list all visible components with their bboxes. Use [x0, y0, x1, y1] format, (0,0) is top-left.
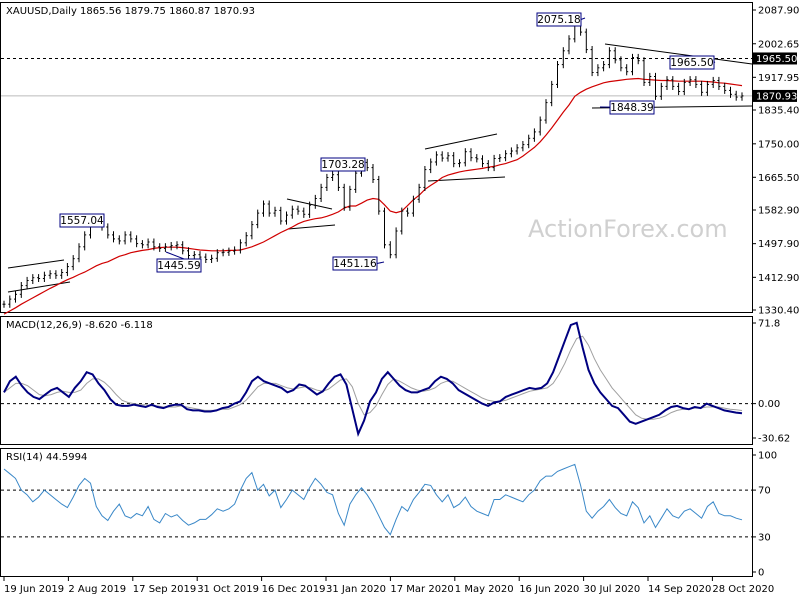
price-tick-label: 1582.90	[758, 206, 799, 217]
x-tick-label: 14 Sep 2020	[648, 584, 711, 595]
annotation-label: 1965.50	[670, 57, 713, 69]
price-panel-header: XAUUSD,Daily 1865.56 1879.75 1860.87 187…	[6, 6, 255, 17]
annotation-label: 2075.18	[537, 14, 580, 26]
trendline-lower-2	[287, 224, 336, 230]
moving-average-line	[3, 77, 743, 315]
price-tick-label: 2087.90	[758, 6, 799, 17]
price-tick-label: 1497.90	[758, 239, 799, 250]
annotation-label: 1445.59	[157, 260, 200, 272]
price-tick-label: 2002.65	[758, 39, 799, 50]
annotation-box	[536, 12, 582, 27]
x-tick-label: 28 Oct 2020	[712, 584, 774, 595]
rsi-tick-label: 30	[758, 532, 771, 543]
macd-y-axis: 71.8 0.00 -30.62	[752, 319, 790, 445]
price-tick-label: 1330.40	[758, 306, 799, 317]
macd-line	[3, 321, 743, 438]
price-tick-label: 1917.95	[758, 73, 799, 84]
price-tick-label: 1750.00	[758, 139, 799, 150]
price-line-layer	[2, 17, 744, 308]
rsi-tick-label: 100	[758, 451, 777, 462]
ref-price-tag	[753, 52, 797, 65]
annotation-label: 1451.16	[333, 258, 377, 270]
annotation-box	[609, 100, 655, 115]
annotation-box	[156, 258, 202, 273]
x-tick-label: 30 Jul 2020	[584, 584, 641, 595]
price-panel-frame	[0, 2, 753, 313]
price-tick-label: 1665.50	[758, 173, 799, 184]
annotation-label: 1703.28	[321, 159, 364, 171]
macd-panel-frame	[0, 316, 753, 445]
price-y-axis: 2087.90 2002.65 1917.95 1835.40 1750.00 1665.…	[752, 6, 799, 317]
annotation-leader	[580, 17, 586, 20]
x-axis: 19 Jun 2019 2 Aug 2019 17 Sep 2019 31 Oct 2…	[3, 577, 774, 595]
rsi-line	[3, 463, 743, 536]
ref-price-tag-label: 1965.50	[756, 54, 797, 65]
macd-tick-label: 71.8	[758, 319, 780, 330]
macd-panel-header: MACD(12,26,9) -8.620 -6.118	[6, 320, 153, 331]
moving-average-layer	[3, 77, 743, 315]
rsi-line	[3, 463, 743, 536]
x-tick-label: 16 Jun 2020	[519, 584, 579, 595]
rsi-tick-label: 0	[758, 568, 764, 579]
price-tick-label: 1835.40	[758, 106, 799, 117]
trendline-upper-3	[424, 133, 498, 150]
rsi-y-axis: 100 70 30 0	[752, 451, 777, 579]
annotation-box	[332, 256, 378, 271]
rsi-panel-frame	[0, 448, 753, 577]
x-tick-label: 31 Oct 2019	[197, 584, 259, 595]
macd-tick-label: 0.00	[758, 399, 780, 410]
x-tick-label: 16 Dec 2019	[262, 584, 326, 595]
x-tick-label: 19 Jun 2019	[4, 584, 64, 595]
x-tick-label: 17 Sep 2019	[133, 584, 196, 595]
trendline-upper-1	[7, 259, 65, 269]
trendline-upper-4	[604, 43, 753, 65]
rsi-panel-header: RSI(14) 44.5994	[6, 452, 87, 463]
price-tick-label: 1412.90	[758, 273, 799, 284]
annotation-box	[59, 213, 105, 228]
annotation-box	[320, 157, 366, 172]
rsi-level-lines	[1, 489, 752, 538]
x-tick-label: 1 May 2020	[455, 584, 514, 595]
x-tick-label: 31 Jan 2020	[326, 584, 386, 595]
rsi-tick-label: 70	[758, 486, 771, 497]
macd-signal-line	[3, 335, 743, 420]
watermark: ActionForex.com	[528, 215, 728, 243]
annotation-label: 1848.39	[610, 102, 653, 114]
macd-lines	[3, 321, 743, 438]
last-price-tag-label: 1870.93	[756, 91, 797, 102]
annotation-leader	[376, 261, 385, 264]
x-tick-label: 17 Mar 2020	[390, 584, 453, 595]
annotation-box	[669, 55, 715, 70]
macd-tick-label: -30.62	[758, 434, 790, 445]
price-annotations: 1557.04 1445.59 1703.28 1451.16 2075.18 1848.…	[59, 12, 716, 273]
value-tags: 1965.50 1870.93	[753, 52, 797, 102]
trendline-lower-3	[427, 176, 506, 182]
last-price-tag	[753, 89, 797, 102]
annotation-label: 1557.04	[60, 215, 104, 227]
price-guides	[1, 57, 752, 97]
x-tick-label: 2 Aug 2019	[68, 584, 126, 595]
